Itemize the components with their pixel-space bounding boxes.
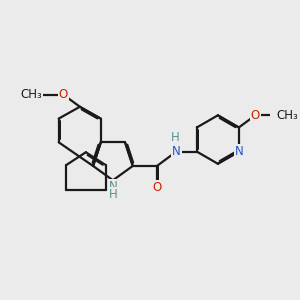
- Text: N: N: [235, 145, 243, 158]
- Text: O: O: [251, 109, 260, 122]
- Text: H: H: [109, 188, 117, 201]
- Text: H: H: [170, 131, 179, 144]
- Text: CH₃: CH₃: [276, 109, 298, 122]
- Text: O: O: [59, 88, 68, 101]
- Text: O: O: [152, 181, 162, 194]
- Text: N: N: [172, 145, 181, 158]
- Text: CH₃: CH₃: [21, 88, 42, 101]
- Text: N: N: [109, 180, 117, 193]
